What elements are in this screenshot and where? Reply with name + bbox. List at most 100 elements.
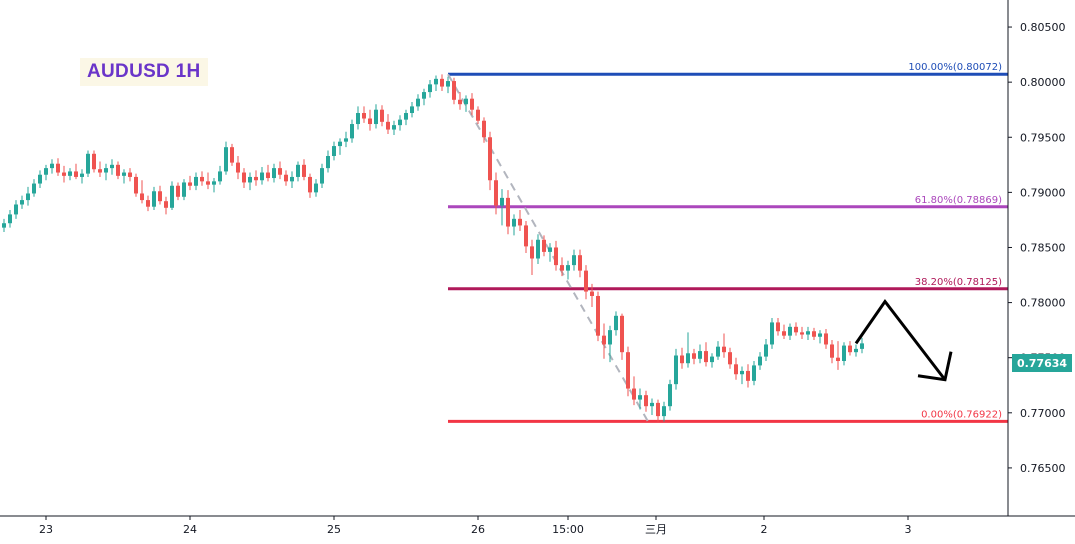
candle: [188, 175, 192, 191]
candle-body: [68, 171, 72, 176]
candle: [662, 401, 666, 422]
candle: [80, 169, 84, 184]
candle-body: [224, 147, 228, 172]
candle-body: [200, 176, 204, 182]
candle-body: [656, 402, 660, 417]
candle-body: [716, 346, 720, 357]
candle: [170, 181, 174, 211]
candle-body: [32, 183, 36, 194]
candle-body: [386, 121, 390, 130]
candle: [650, 398, 654, 416]
candle: [380, 105, 384, 127]
candle: [128, 168, 132, 182]
candle: [122, 169, 126, 184]
candle: [830, 340, 834, 364]
candle-body: [338, 141, 342, 147]
x-tick-label: 26: [471, 523, 485, 536]
chart-title: AUDUSD 1H: [80, 58, 208, 86]
candle-body: [164, 201, 168, 208]
candle-body: [74, 171, 78, 177]
candle: [416, 94, 420, 111]
candle-body: [740, 370, 744, 375]
candle-body: [728, 352, 732, 365]
candle: [260, 167, 264, 185]
candle: [764, 338, 768, 362]
x-tick-label: 25: [327, 523, 341, 536]
y-tick-label: 0.76500: [1020, 462, 1066, 475]
candle-body: [560, 265, 564, 271]
candle: [164, 196, 168, 215]
candle-body: [584, 270, 588, 292]
candle: [554, 240, 558, 271]
candle-body: [254, 176, 258, 181]
candle-body: [380, 109, 384, 122]
candle: [506, 190, 510, 235]
candle-body: [278, 168, 282, 175]
candle-body: [806, 331, 810, 335]
candle-body: [398, 119, 402, 126]
candle-body: [668, 384, 672, 407]
candle-body: [314, 183, 318, 193]
candle-body: [542, 239, 546, 252]
candle: [104, 163, 108, 181]
candle-body: [170, 185, 174, 208]
candle: [272, 163, 276, 183]
candle-body: [422, 92, 426, 99]
candle: [470, 93, 474, 116]
candle-body: [158, 191, 162, 202]
candle: [518, 210, 522, 231]
candle-body: [242, 172, 246, 183]
candle: [602, 323, 606, 359]
candle-body: [752, 365, 756, 381]
candle-body: [518, 218, 522, 226]
candle: [62, 165, 66, 183]
candle: [524, 221, 528, 253]
candle-body: [596, 295, 600, 336]
candle: [614, 311, 618, 336]
candle-body: [704, 351, 708, 363]
candle: [86, 150, 90, 177]
candle: [140, 180, 144, 204]
candle: [26, 186, 30, 206]
candle-body: [62, 172, 66, 176]
last-price-tag: 0.77634: [1012, 354, 1072, 372]
candle: [74, 163, 78, 180]
candle-body: [410, 106, 414, 114]
candle-body: [524, 225, 528, 247]
candle: [566, 260, 570, 280]
candle-body: [632, 388, 636, 400]
candle-body: [464, 98, 468, 105]
candle-body: [20, 200, 24, 205]
candle-body: [548, 247, 552, 252]
candle-body: [452, 81, 456, 100]
candle: [722, 333, 726, 358]
candle-body: [428, 84, 432, 93]
candle-body: [308, 176, 312, 193]
candle-body: [80, 173, 84, 177]
candle: [374, 104, 378, 129]
candle-body: [368, 118, 372, 125]
candle-body: [782, 331, 786, 336]
candle: [848, 341, 852, 356]
candle-body: [302, 164, 306, 177]
y-tick-label: 0.77000: [1020, 407, 1066, 420]
candle: [716, 341, 720, 360]
candle: [296, 161, 300, 182]
candle: [458, 92, 462, 110]
candle-body: [746, 370, 750, 381]
candle: [230, 143, 234, 166]
candle: [836, 341, 840, 370]
candle-body: [620, 315, 624, 353]
candle: [248, 172, 252, 191]
y-tick-label: 0.79000: [1020, 186, 1066, 199]
candle-body: [140, 193, 144, 201]
candle: [404, 109, 408, 126]
candle: [584, 265, 588, 300]
candle: [422, 88, 426, 106]
candle: [386, 114, 390, 134]
candle: [482, 117, 486, 143]
candle: [788, 323, 792, 341]
candle: [158, 185, 162, 205]
